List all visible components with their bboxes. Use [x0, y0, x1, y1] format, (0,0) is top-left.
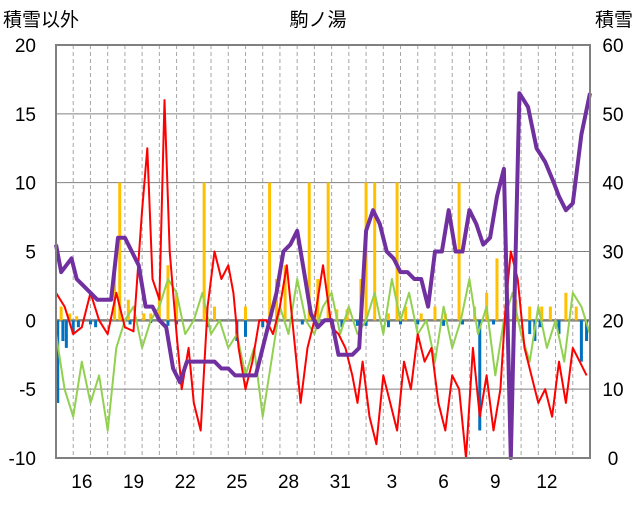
snow_change-bar [557, 320, 561, 335]
x-tick-label: 19 [123, 472, 144, 493]
snow_change-bar [399, 320, 403, 325]
snow_change-bar [88, 320, 92, 325]
right-tick-label: 30 [602, 243, 623, 264]
x-tick-label: 22 [175, 472, 196, 493]
snow_change-bar [56, 320, 60, 403]
snow_change-bar [364, 320, 368, 326]
temperature_min-line [55, 278, 591, 432]
snow_change-bar [61, 320, 65, 341]
snow_change-bar [300, 320, 304, 325]
snow_depth-line [54, 91, 592, 460]
precipitation-bar [126, 299, 130, 321]
precipitation-bar [175, 292, 179, 321]
snow_change-bar [71, 320, 75, 335]
precipitation-bar [202, 182, 206, 321]
snow_change-bar [528, 320, 532, 335]
precipitation-bar [386, 313, 390, 321]
precipitation-bar [118, 182, 122, 321]
precipitation-bar [283, 265, 287, 321]
precipitation-bar [528, 306, 532, 321]
line-layer [54, 91, 592, 460]
x-tick-label: 12 [536, 472, 557, 493]
precipitation-bar [495, 258, 499, 321]
precipitation-bar [149, 313, 153, 321]
precipitation-bar [166, 265, 170, 321]
snow_change-bar [579, 320, 583, 362]
plot-frame [55, 44, 591, 459]
snow_change-bar [166, 320, 170, 326]
x-tick-label: 3 [387, 472, 398, 493]
right-axis-label: 積雪 [595, 9, 633, 31]
snow_change-bar [94, 320, 98, 328]
precipitation-bar [373, 182, 377, 321]
snow_change-bar [416, 320, 420, 325]
left-tick-label: -5 [19, 380, 36, 401]
precipitation-bar [419, 313, 423, 321]
precipitation-bar [59, 306, 63, 321]
left-tick-label: 20 [15, 36, 36, 57]
left-tick-label: 15 [15, 105, 36, 126]
snow_change-bar [340, 320, 344, 328]
precipitation-bar [548, 306, 552, 321]
precipitation-bar [307, 182, 311, 321]
x-tick-label: 25 [226, 472, 247, 493]
snow_change-bar [386, 320, 390, 328]
snow_change-bar [355, 320, 359, 326]
right-tick-label: 20 [602, 311, 623, 332]
precipitation-bar [564, 292, 568, 321]
precipitation-bar [404, 306, 408, 321]
x-tick-label: 31 [330, 472, 351, 493]
snow_change-bar [442, 320, 446, 326]
precipitation-bar [243, 306, 247, 321]
snow_change-bar [461, 320, 465, 325]
precipitation-bar [326, 182, 330, 321]
precipitation-bar [433, 306, 437, 321]
snow_change-bar [64, 320, 68, 348]
right-tick-label: 60 [602, 36, 623, 57]
x-tick-label: 6 [438, 472, 449, 493]
x-tick-label: 9 [490, 472, 501, 493]
precipitation-bar [113, 265, 117, 321]
temperature_max-line [55, 99, 588, 459]
precipitation-bar [75, 316, 79, 321]
right-tick-label: 0 [608, 449, 619, 470]
precipitation-bar [395, 182, 399, 321]
snow_change-bar [538, 320, 542, 328]
left-axis-label: 積雪以外 [3, 9, 79, 31]
precipitation-bar [268, 182, 272, 321]
precipitation-bar [212, 306, 216, 321]
snow_change-bar [128, 320, 132, 325]
snow_change-bar [76, 320, 80, 328]
right-tick-label: 50 [602, 105, 623, 126]
snow_change-bar [492, 320, 496, 325]
left-tick-label: 0 [25, 311, 36, 332]
precipitation-bar [574, 306, 578, 321]
snow_change-bar [261, 320, 265, 328]
x-tick-label: 16 [71, 472, 92, 493]
right-tick-label: 10 [602, 380, 623, 401]
left-tick-label: 5 [25, 243, 36, 264]
snow_change-bar [478, 320, 482, 431]
precipitation-bar [540, 306, 544, 321]
precipitation-bar [142, 313, 146, 321]
snow_change-bar [585, 320, 589, 341]
snow_change-bar [243, 320, 247, 337]
right-tick-label: 40 [602, 174, 623, 195]
precipitation-bar [68, 313, 72, 321]
x-tick-label: 28 [278, 472, 299, 493]
left-tick-label: 10 [15, 174, 36, 195]
chart-title: 駒ノ湯 [289, 9, 346, 31]
left-tick-label: -10 [9, 449, 36, 470]
